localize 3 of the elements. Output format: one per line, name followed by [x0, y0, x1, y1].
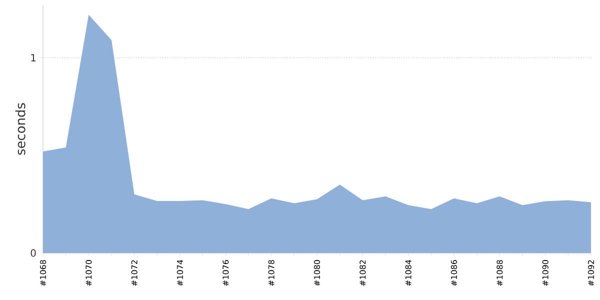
y-tick-label: 0 [30, 249, 36, 257]
y-axis-title: seconds [15, 103, 26, 155]
y-tick-label: 1 [31, 54, 36, 62]
